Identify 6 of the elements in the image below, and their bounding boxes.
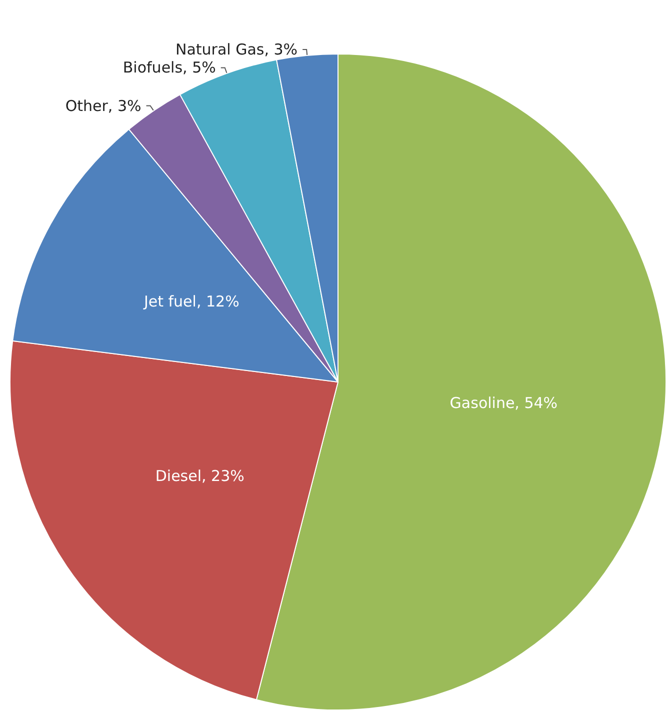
slice-label: Natural Gas, 3%	[176, 40, 298, 58]
slice-label: Diesel, 23%	[155, 466, 244, 485]
slice-label: Gasoline, 54%	[450, 394, 558, 412]
slice-label: Other, 3%	[65, 96, 142, 115]
slice-label: Biofuels, 5%	[122, 58, 216, 77]
slice-label: Jet fuel, 12%	[142, 292, 240, 311]
